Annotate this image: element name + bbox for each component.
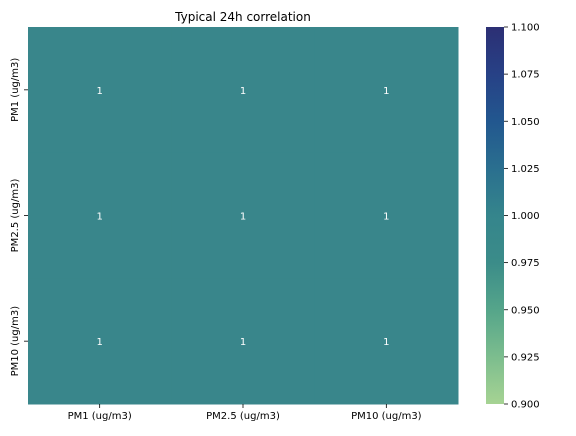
colorbar-tick-label-4: 1.000 [511,211,540,222]
cell-label-1-0: 1 [96,212,102,223]
y-axis: PM1 (ug/m3) PM2.5 (ug/m3) PM10 (ug/m3) [10,58,28,377]
heatmap-cell-1-1 [171,152,316,279]
heatmap-cell-0-2 [314,27,459,154]
x-tick-label-0: PM1 (ug/m3) [68,411,132,422]
cell-label-0-2: 1 [383,86,389,97]
colorbar-tick-label-1: 0.925 [511,352,540,363]
cell-label-0-1: 1 [240,86,246,97]
y-tick-label-1: PM2.5 (ug/m3) [10,179,21,253]
y-tick-label-2: PM10 (ug/m3) [10,306,21,377]
colorbar: 0.900 0.925 0.950 0.975 1.000 1.025 1.050 1.075… [486,23,540,411]
chart-title: Typical 24h correlation [174,10,311,24]
cell-label-1-1: 1 [240,212,246,223]
heatmap-cell-0-1 [171,27,316,154]
colorbar-tick-label-0: 0.900 [511,400,540,411]
x-tick-label-2: PM10 (ug/m3) [351,411,422,422]
colorbar-tick-label-6: 1.050 [511,117,540,128]
heatmap-annotations: 1 1 1 1 1 1 1 1 1 [96,86,389,348]
heatmap-cells [28,27,459,405]
heatmap-cell-2-0 [28,278,172,405]
y-tick-label-0: PM1 (ug/m3) [10,58,21,122]
heatmap-cell-0-0 [28,27,172,154]
colorbar-tick-label-3: 0.975 [511,258,540,269]
colorbar-tick-label-5: 1.025 [511,164,540,175]
heatmap-cell-1-2 [314,152,459,279]
colorbar-tick-label-7: 1.075 [511,70,540,81]
cell-label-1-2: 1 [383,212,389,223]
colorbar-gradient [486,27,504,404]
heatmap-cell-2-2 [314,278,459,405]
heatmap-cell-2-1 [171,278,316,405]
heatmap-cell-1-0 [28,152,172,279]
cell-label-0-0: 1 [96,86,102,97]
x-axis: PM1 (ug/m3) PM2.5 (ug/m3) PM10 (ug/m3) [68,404,422,422]
cell-label-2-1: 1 [240,337,246,348]
x-tick-label-1: PM2.5 (ug/m3) [206,411,280,422]
cell-label-2-2: 1 [383,337,389,348]
colorbar-tick-label-8: 1.100 [511,23,540,34]
cell-label-2-0: 1 [96,337,102,348]
colorbar-tick-label-2: 0.950 [511,305,540,316]
